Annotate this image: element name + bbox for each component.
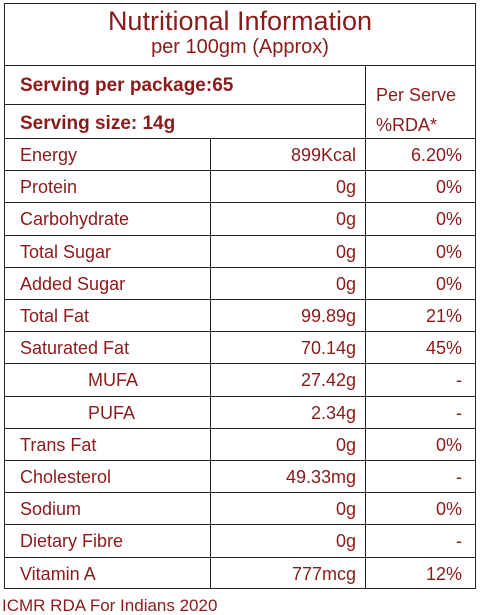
nutrient-name: Saturated Fat xyxy=(20,338,130,359)
nutrient-name: Dietary Fibre xyxy=(20,531,124,552)
amount: 0g xyxy=(335,177,356,198)
amount: 0g xyxy=(335,499,356,520)
divider xyxy=(4,104,365,105)
serving-per-package: Serving per package:65 xyxy=(20,75,234,96)
title: Nutritional Information xyxy=(107,6,373,36)
rda: 21% xyxy=(425,306,462,326)
column-divider xyxy=(365,65,366,589)
row-divider xyxy=(4,395,476,397)
nutrient-name: Total Sugar xyxy=(20,241,112,262)
nutrient-name: Energy xyxy=(20,145,78,165)
subtitle: per 100gm (Approx) xyxy=(151,36,329,58)
rda: 0% xyxy=(435,177,462,198)
amount: 0g xyxy=(335,531,356,552)
row-divider xyxy=(4,492,476,494)
rda-header: Per Serve xyxy=(376,85,457,105)
nutrient-name: Vitamin A xyxy=(20,563,96,584)
row-divider xyxy=(4,138,476,139)
nutrient-name: PUFA xyxy=(88,402,136,423)
row-divider xyxy=(4,363,476,365)
rda: 45% xyxy=(425,338,462,359)
row-divider xyxy=(4,524,476,526)
nutrient-name: Protein xyxy=(20,177,78,198)
rda: 0% xyxy=(435,273,462,294)
row-divider xyxy=(4,427,476,429)
row-divider xyxy=(4,234,476,236)
amount: 899Kcal xyxy=(290,145,356,165)
amount: 70.14g xyxy=(300,338,356,359)
amount: 2.34g xyxy=(310,402,356,423)
nutrient-name: Cholesterol xyxy=(20,467,112,487)
rda: - xyxy=(456,402,462,423)
row-divider xyxy=(4,170,476,172)
rda: - xyxy=(456,467,462,487)
amount: 0g xyxy=(335,209,356,230)
nutrient-name: Sodium xyxy=(20,499,82,520)
serving-size: Serving size: 14g xyxy=(20,113,176,134)
amount: 99.89g xyxy=(300,306,356,326)
nutrient-name: Carbohydrate xyxy=(20,209,130,230)
nutrient-name: Total Fat xyxy=(20,306,90,326)
rda: 0% xyxy=(435,209,462,230)
rda: - xyxy=(456,531,462,552)
nutrient-name: MUFA xyxy=(88,370,139,391)
row-divider xyxy=(4,266,476,268)
amount: 777mcg xyxy=(291,563,356,584)
rda-header: %RDA* xyxy=(376,115,438,135)
row-divider xyxy=(4,460,476,461)
rda: 0% xyxy=(435,434,462,455)
nutrient-name: Added Sugar xyxy=(20,273,126,294)
rda: 0% xyxy=(435,499,462,520)
amount: 0g xyxy=(335,241,356,262)
rda: - xyxy=(456,370,462,391)
amount: 49.33mg xyxy=(285,467,356,487)
amount: 0g xyxy=(335,273,356,294)
divider xyxy=(4,65,476,66)
rda: 6.20% xyxy=(410,145,462,165)
amount: 0g xyxy=(335,434,356,455)
rda: 12% xyxy=(425,563,462,584)
row-divider xyxy=(4,556,476,558)
rda: 0% xyxy=(435,241,462,262)
amount: 27.42g xyxy=(300,370,356,391)
row-divider xyxy=(4,331,476,333)
row-divider xyxy=(4,202,476,204)
label-frame xyxy=(4,3,476,589)
row-divider xyxy=(4,299,476,300)
footer: ICMR RDA For Indians 2020 xyxy=(2,596,218,615)
nutrient-name: Trans Fat xyxy=(20,434,97,455)
